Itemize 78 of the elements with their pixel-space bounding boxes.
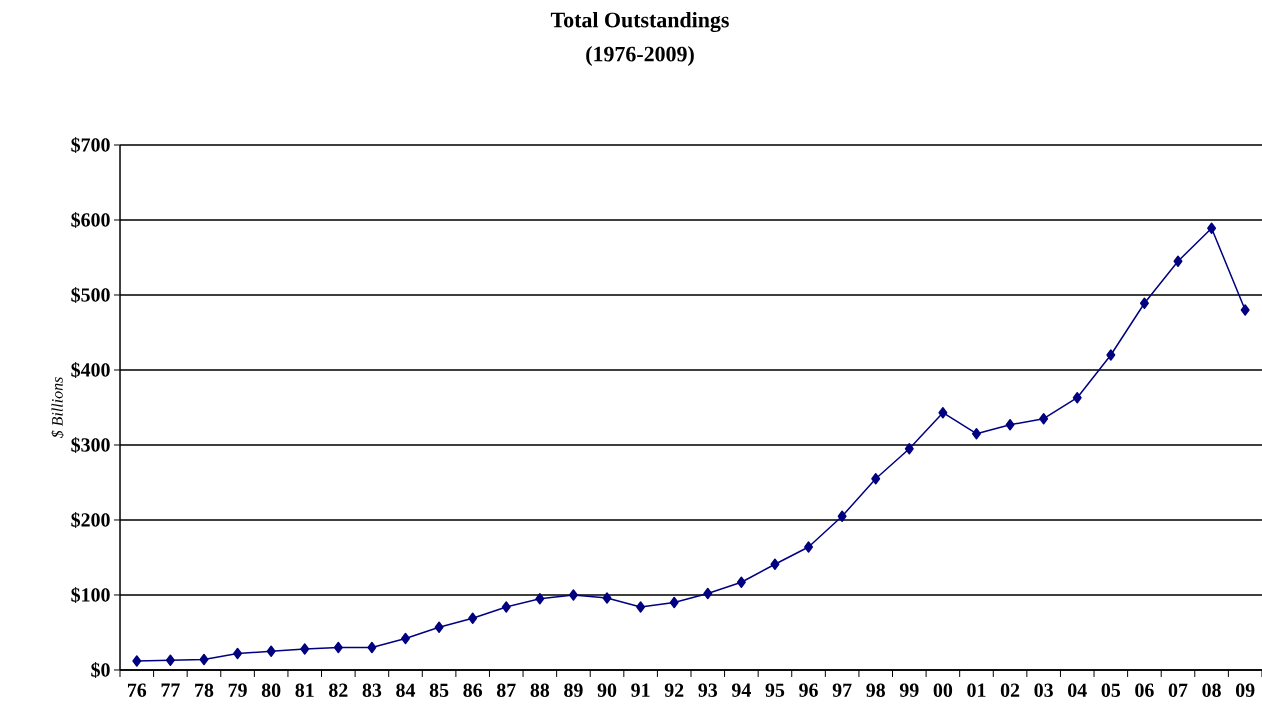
x-tick-label: 90 <box>597 683 617 697</box>
x-tick-label: 84 <box>396 683 416 697</box>
point <box>938 407 948 419</box>
x-tick-label: 97 <box>832 683 852 697</box>
x-tick-label: 88 <box>530 683 550 697</box>
x-tick-label: 85 <box>429 683 449 697</box>
x-tick-label: 83 <box>362 683 382 697</box>
x-tick-label: 91 <box>631 683 650 697</box>
y-tick-label: $400 <box>71 362 110 378</box>
point <box>300 643 310 655</box>
point <box>266 645 276 657</box>
x-tick-label: 89 <box>564 683 583 697</box>
point <box>233 647 243 660</box>
point <box>837 510 847 522</box>
point <box>434 621 444 633</box>
point <box>703 587 713 600</box>
x-tick-label: 06 <box>1135 683 1154 697</box>
point <box>602 592 612 604</box>
x-tick-label: 77 <box>161 683 180 697</box>
chart-subtitle: (1976-2009) <box>586 46 694 66</box>
point <box>1005 419 1015 431</box>
y-tick-label: $200 <box>71 512 110 528</box>
x-tick-label: 93 <box>698 683 718 697</box>
point <box>1173 255 1183 267</box>
point <box>804 541 814 553</box>
y-tick-label: $100 <box>71 587 110 603</box>
x-tick-label: 79 <box>228 683 247 697</box>
x-tick-label: 86 <box>463 683 483 697</box>
point <box>367 641 377 654</box>
x-tick-label: 08 <box>1202 683 1221 697</box>
point <box>971 428 981 440</box>
point <box>1240 304 1250 316</box>
point <box>199 653 209 666</box>
x-tick-label: 95 <box>765 683 785 697</box>
y-tick-label: $0 <box>91 662 110 678</box>
point <box>132 655 142 667</box>
point <box>468 612 478 624</box>
x-tick-label: 81 <box>295 683 314 697</box>
point <box>770 558 780 570</box>
point <box>736 576 746 588</box>
x-tick-label: 76 <box>127 683 147 697</box>
x-tick-label: 04 <box>1068 683 1087 697</box>
point <box>1072 392 1082 404</box>
point <box>501 601 511 613</box>
y-tick-label: $600 <box>71 212 110 228</box>
x-tick-label: 01 <box>967 683 986 697</box>
point <box>1207 222 1217 234</box>
x-tick-label: 96 <box>799 683 818 697</box>
y-tick-label: $300 <box>71 437 110 453</box>
x-tick-label: 00 <box>933 683 953 697</box>
x-tick-label: 80 <box>261 683 281 697</box>
point <box>1139 297 1149 309</box>
point <box>1039 413 1049 425</box>
point <box>165 654 175 666</box>
point <box>636 601 646 613</box>
x-tick-label: 92 <box>664 683 684 697</box>
x-tick-label: 02 <box>1000 683 1020 697</box>
x-tick-label: 82 <box>329 683 348 697</box>
x-tick-label: 99 <box>899 683 919 697</box>
chart-title: Total Outstandings <box>550 11 729 33</box>
y-axis-title: $ Billions <box>51 377 64 439</box>
x-tick-label: 98 <box>866 683 886 697</box>
y-tick-label: $700 <box>71 137 110 153</box>
x-tick-label: 09 <box>1235 683 1255 697</box>
x-tick-label: 05 <box>1101 683 1121 697</box>
x-tick-label: 78 <box>195 683 214 697</box>
x-tick-label: 07 <box>1168 683 1188 697</box>
x-tick-label: 87 <box>496 683 516 697</box>
point <box>669 596 679 609</box>
point <box>1106 349 1116 361</box>
y-tick-label: $500 <box>71 287 110 303</box>
x-tick-label: 03 <box>1034 683 1053 697</box>
point <box>535 593 545 605</box>
point <box>333 641 343 654</box>
x-tick-label: 94 <box>731 683 751 697</box>
point <box>871 473 881 485</box>
point <box>568 589 578 601</box>
point <box>904 443 914 455</box>
